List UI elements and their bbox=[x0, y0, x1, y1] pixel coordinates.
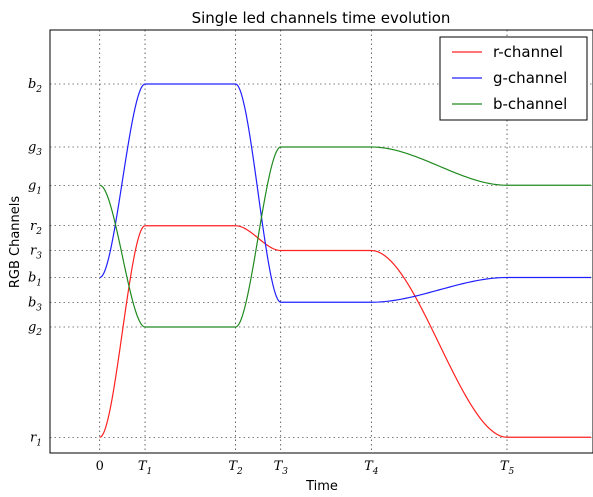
legend: r-channel g-channel b-channel bbox=[439, 36, 588, 121]
y-tick-labels: r1 g2 b3 b1 r3 r2 g1 g3 b2 bbox=[28, 77, 42, 448]
y-tick-label: b1 bbox=[28, 271, 42, 289]
legend-label-b-channel: b-channel bbox=[493, 95, 567, 113]
y-tick-label: r1 bbox=[30, 430, 42, 448]
y-axis-label: RGB Channels bbox=[8, 196, 23, 289]
grid bbox=[50, 30, 593, 453]
legend-label-r-channel: r-channel bbox=[493, 43, 563, 61]
series-line-g-channel bbox=[99, 83, 591, 303]
x-tick-labels: 0T1T2T3T4T5T6 bbox=[96, 459, 515, 477]
y-tick-label: b3 bbox=[28, 295, 42, 313]
series-line-b-channel bbox=[99, 146, 591, 328]
x-tick-label: 0 bbox=[96, 459, 104, 474]
y-tick-label: b2 bbox=[28, 77, 42, 95]
x-tick-label: T2 bbox=[228, 459, 243, 477]
x-tick-label: T5 bbox=[500, 459, 515, 477]
x-tick-label: T4 bbox=[364, 459, 379, 477]
x-tick-label: T1 bbox=[138, 459, 152, 477]
chart-title: Single led channels time evolution bbox=[192, 9, 451, 27]
series-line-r-channel bbox=[99, 225, 591, 438]
y-tick-label: r2 bbox=[30, 219, 42, 237]
y-tick-label: g1 bbox=[28, 178, 42, 196]
x-tick-label: T3 bbox=[274, 459, 289, 477]
y-tick-label: g3 bbox=[28, 140, 42, 158]
y-tick-label: g2 bbox=[28, 320, 42, 338]
legend-label-g-channel: g-channel bbox=[493, 69, 567, 87]
y-tick-label: r3 bbox=[30, 244, 42, 262]
x-axis-label: Time bbox=[305, 479, 338, 494]
plot-frame bbox=[49, 29, 593, 454]
series-group bbox=[99, 83, 591, 438]
